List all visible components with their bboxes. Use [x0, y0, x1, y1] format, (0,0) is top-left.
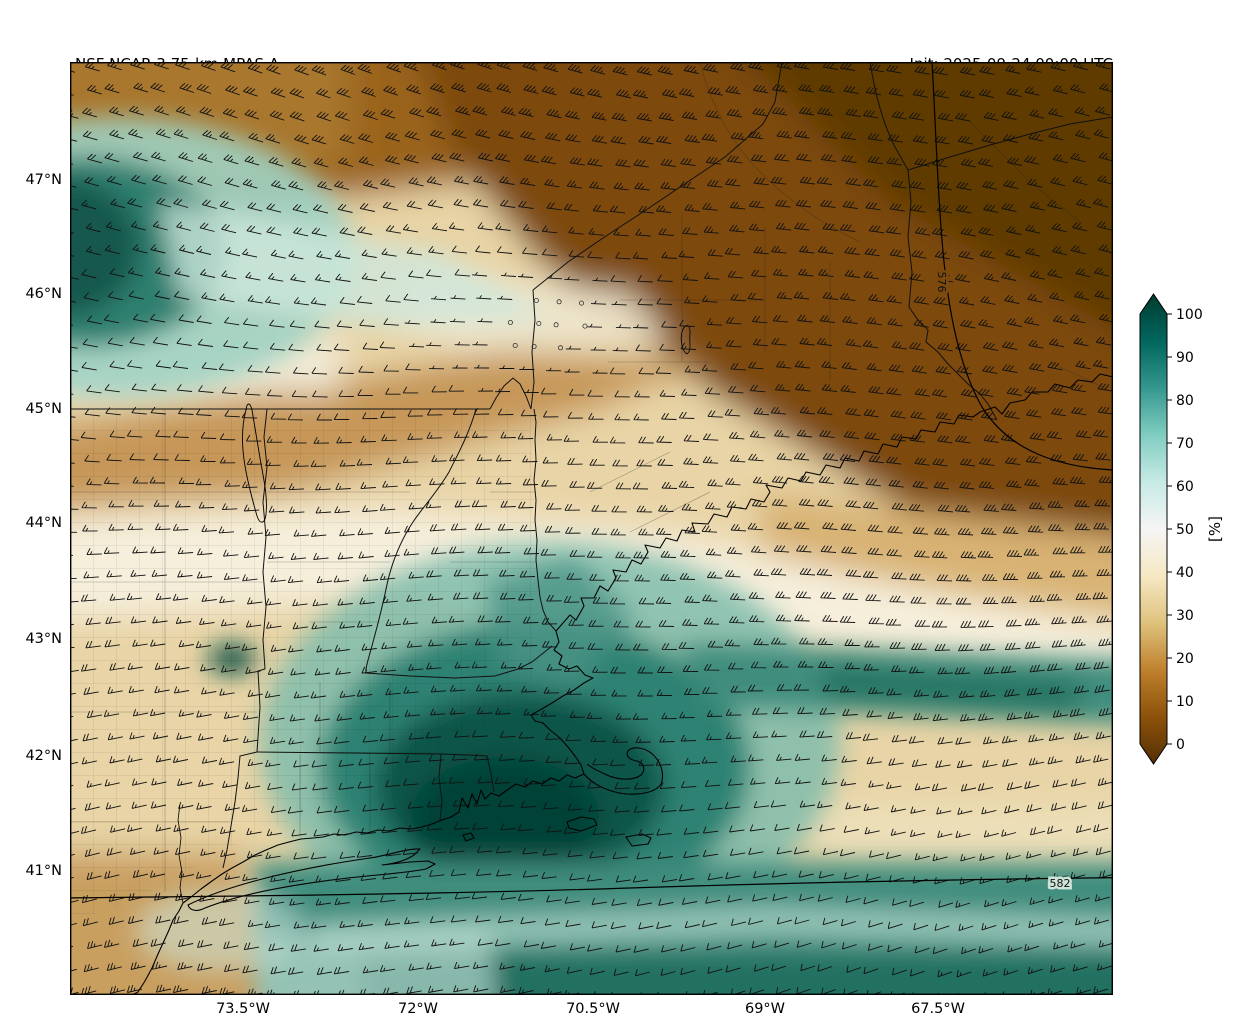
- height-contour-576: [931, 61, 1114, 471]
- coastlines: [131, 325, 1114, 996]
- colorbar-bar: [1139, 293, 1168, 765]
- colorbar-tick: 100: [1176, 307, 1203, 323]
- colorbar-unit-label: [%]: [1206, 516, 1224, 542]
- lat-tick-label: 41°N: [25, 863, 62, 879]
- lat-tick-label: 43°N: [25, 631, 62, 647]
- colorbar-tick: 60: [1176, 479, 1194, 495]
- ct-ri-coastline: [131, 773, 585, 996]
- south-coastline: [530, 630, 594, 775]
- height-contour-582: [59, 876, 1174, 899]
- hudson-river: [177, 803, 184, 904]
- lon-tick-label: 70.5°W: [566, 1001, 620, 1017]
- height-contours: [59, 61, 1174, 899]
- colorbar-tick-labels: 100 90 80 70 60 50 40 30 20 10 0: [1176, 307, 1203, 753]
- lake-champlain: [242, 403, 267, 523]
- colorbar-tick: 80: [1176, 393, 1194, 409]
- colorbar-tick: 50: [1176, 522, 1194, 538]
- marthas-vineyard: [566, 816, 598, 832]
- lon-tick-label: 72°W: [397, 1001, 439, 1017]
- lat-tick-label: 47°N: [25, 172, 62, 188]
- colorbar: 100 90 80 70 60 50 40 30 20 10 0 [%]: [1128, 288, 1238, 772]
- cape-cod: [583, 747, 664, 795]
- lat-tick-label: 42°N: [25, 748, 62, 764]
- lon-tick-label: 69°W: [744, 1001, 786, 1017]
- state-borders: [70, 61, 1114, 869]
- height-contour-label-576: 576: [935, 272, 948, 293]
- lat-tick-label: 44°N: [25, 515, 62, 531]
- colorbar-tick: 40: [1176, 565, 1194, 581]
- lat-tick-label: 45°N: [25, 401, 62, 417]
- moosehead-lake: [680, 325, 691, 355]
- colorbar-canvas: 100 90 80 70 60 50 40 30 20 10 0 [%]: [1139, 293, 1224, 765]
- lon-tick-label: 73.5°W: [216, 1001, 270, 1017]
- map-frame: [69, 61, 1113, 995]
- colorbar-tick: 90: [1176, 350, 1194, 366]
- block-island: [462, 832, 475, 842]
- map-canvas: 582 576: [0, 2, 1174, 1032]
- colorbar-tick: 30: [1176, 608, 1194, 624]
- height-contour-label-582: 582: [1050, 877, 1071, 890]
- long-island: [187, 848, 436, 911]
- colorbar-tick: 0: [1176, 737, 1185, 753]
- colorbar-tick: 20: [1176, 651, 1194, 667]
- colorbar-tick: 10: [1176, 694, 1194, 710]
- lat-tick-label: 46°N: [25, 286, 62, 302]
- colorbar-tick-marks: [1167, 313, 1172, 745]
- town-grid-texture: [70, 409, 540, 922]
- maine-coastline: [555, 373, 1114, 632]
- weather-map: 582 576: [0, 2, 1174, 1032]
- lon-tick-label: 67.5°W: [911, 1001, 965, 1017]
- county-borders: [70, 61, 1114, 892]
- calm-wind-circles: [507, 298, 588, 351]
- colorbar-tick: 70: [1176, 436, 1194, 452]
